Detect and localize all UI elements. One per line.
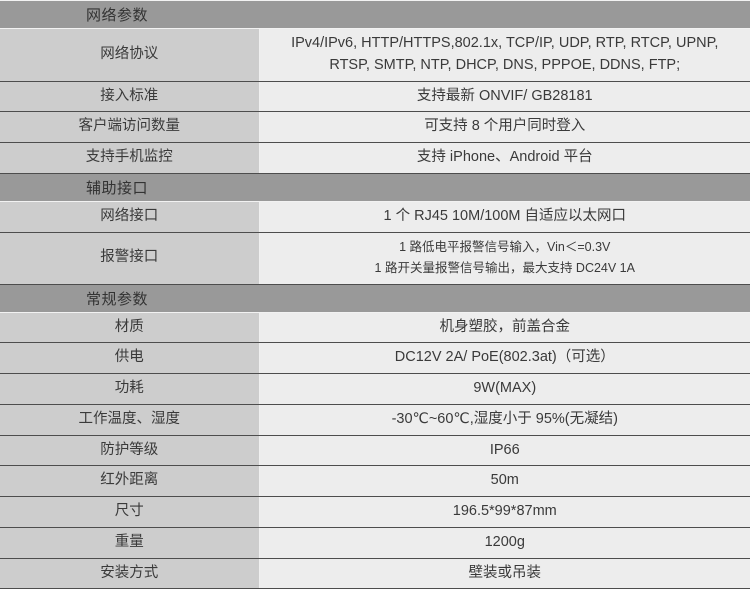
spec-value-cell: 1 路低电平报警信号输入，Vin＜=0.3V 1 路开关量报警信号输出，最大支持 … [259,231,750,285]
table-row: 网络接口 1 个 RJ45 10M/100M 自适应以太网口 [0,200,750,233]
table-row: 功耗 9W(MAX) [0,373,750,405]
spec-label-cell: 工作温度、湿度 [0,403,260,436]
spec-label-cell: 网络协议 [0,28,260,82]
spec-value-line: 支持最新 ONVIF/ GB28181 [416,87,593,104]
spec-value-line: 196.5*99*87mm [452,503,557,519]
table-row: 安装方式 壁装或吊装 [0,557,750,589]
table-row: 重量 1200g [0,526,750,559]
spec-label-cell: 防护等级 [0,434,260,467]
spec-value-line: -30℃~60℃,湿度小于 95%(无凝结) [391,410,618,427]
spec-value-line: 1 个 RJ45 10M/100M 自适应以太网口 [383,207,627,224]
spec-value-cell: 1200g [259,526,750,559]
spec-label-cell: 支持手机监控 [0,142,260,174]
spec-value-line: 支持 iPhone、Android 平台 [416,149,593,165]
spec-value-line: 1200g [484,533,525,550]
table-row: 供电 DC12V 2A/ PoE(802.3at)（可选） [0,342,750,374]
spec-value-cell: 支持 iPhone、Android 平台 [259,142,750,174]
section-header-row: 辅助接口 [0,172,750,202]
spec-label-cell: 功耗 [0,373,260,405]
section-header-row: 常规参数 [0,283,750,313]
spec-value-line: 机身塑胶，前盖合金 [439,318,571,335]
spec-label-cell: 接入标准 [0,80,260,113]
spec-value-line: DC12V 2A/ PoE(802.3at)（可选） [394,349,615,366]
table-row: 支持手机监控 支持 iPhone、Android 平台 [0,142,750,174]
table-row: 尺寸 196.5*99*87mm [0,496,750,528]
spec-label-cell: 供电 [0,342,260,374]
table-row: 防护等级 IP66 [0,434,750,467]
spec-value-cell: 50m [259,465,750,497]
spec-value-line: 可支持 8 个用户同时登入 [424,118,586,135]
spec-label-cell: 网络接口 [0,200,260,233]
spec-label-cell: 材质 [0,311,260,344]
table-row: 网络协议 IPv4/IPv6, HTTP/HTTPS,802.1x, TCP/IP… [0,28,750,82]
spec-value-line: 9W(MAX) [473,380,537,396]
spec-value-cell: DC12V 2A/ PoE(802.3at)（可选） [259,342,750,374]
spec-value-cell: 1 个 RJ45 10M/100M 自适应以太网口 [259,200,750,233]
section-header-row: 网络参数 [0,0,750,29]
spec-value-line: 1 路开关量报警信号输出，最大支持 DC24V 1A [374,261,635,275]
spec-label-cell: 重量 [0,526,260,559]
spec-value-cell: 机身塑胶，前盖合金 [259,311,750,344]
section-header-label: 常规参数 [0,283,750,313]
spec-value-cell: 9W(MAX) [259,373,750,405]
spec-value-line: RTSP, SMTP, NTP, DHCP, DNS, PPPOE, DDNS,… [329,56,681,73]
spec-value-cell: 196.5*99*87mm [259,496,750,528]
spec-label-cell: 尺寸 [0,496,260,528]
table-row: 红外距离 50m [0,465,750,497]
section-header-label: 辅助接口 [0,172,750,202]
spec-label-cell: 安装方式 [0,557,260,589]
table-row: 材质 机身塑胶，前盖合金 [0,311,750,344]
spec-value-line: 壁装或吊装 [468,564,542,581]
spec-value-line: 50m [490,472,519,489]
spec-label-cell: 客户端访问数量 [0,111,260,143]
table-row: 客户端访问数量 可支持 8 个用户同时登入 [0,111,750,143]
spec-value-cell: 可支持 8 个用户同时登入 [259,111,750,143]
table-row: 接入标准 支持最新 ONVIF/ GB28181 [0,80,750,113]
spec-value-line: IP66 [489,441,520,458]
spec-value-cell: IPv4/IPv6, HTTP/HTTPS,802.1x, TCP/IP, UD… [259,28,750,82]
spec-value-cell: 壁装或吊装 [259,557,750,589]
table-row: 报警接口 1 路低电平报警信号输入，Vin＜=0.3V 1 路开关量报警信号输出，最… [0,231,750,285]
spec-value-cell: 支持最新 ONVIF/ GB28181 [259,80,750,113]
table-row: 工作温度、湿度 -30℃~60℃,湿度小于 95%(无凝结) [0,403,750,436]
spec-label-cell: 报警接口 [0,231,260,285]
spec-value-cell: IP66 [259,434,750,467]
spec-value-line: 1 路低电平报警信号输入，Vin＜=0.3V [399,240,611,255]
spec-label-cell: 红外距离 [0,465,260,497]
spec-value-cell: -30℃~60℃,湿度小于 95%(无凝结) [259,403,750,436]
spec-value-line: IPv4/IPv6, HTTP/HTTPS,802.1x, TCP/IP, UD… [291,35,719,51]
section-header-label: 网络参数 [0,0,750,29]
